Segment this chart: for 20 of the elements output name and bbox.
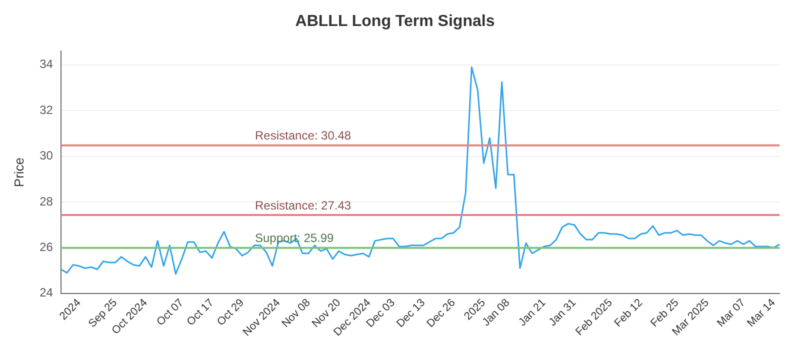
ref-line-label: Resistance: 30.48 (255, 128, 352, 143)
x-tick-label: Mar 14 (745, 296, 778, 330)
x-tick-label: Oct 29 (215, 296, 246, 328)
y-tick-label: 26 (40, 240, 54, 254)
chart-title: ABLLL Long Term Signals (295, 13, 495, 30)
y-axis-title: Price (11, 157, 26, 188)
y-tick-label: 24 (40, 286, 54, 300)
y-tick-label: 28 (40, 194, 54, 208)
ref-line-label: Support: 25.99 (255, 231, 334, 246)
x-tick-label: Oct 07 (154, 296, 186, 328)
y-tick-label: 30 (40, 148, 54, 163)
y-tick-label: 32 (40, 102, 54, 117)
ref-line-label: Resistance: 27.43 (255, 198, 352, 212)
x-tick-label: Jan 21 (516, 296, 548, 329)
x-tick-label: Feb 12 (612, 296, 646, 330)
y-tick-label: 34 (40, 57, 54, 72)
x-tick-label: Mar 07 (714, 296, 748, 330)
x-tick-label: Nov 08 (280, 296, 313, 330)
x-tick-label: Oct 17 (184, 296, 216, 328)
x-tick-label: Jan 31 (546, 296, 579, 329)
